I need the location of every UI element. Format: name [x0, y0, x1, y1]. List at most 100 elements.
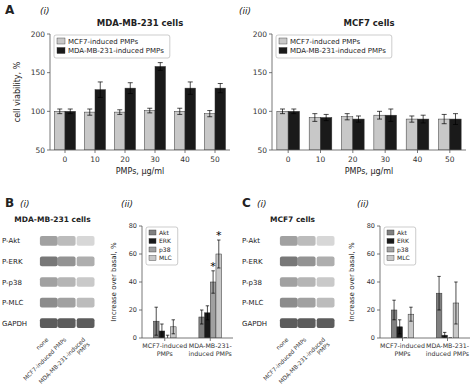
blot-row-label: P-Akt: [2, 237, 20, 245]
x-axis-label: PMPs, µg/ml: [116, 167, 165, 176]
error-bar: [128, 83, 133, 94]
blot-lane-label: MDA-MB-231-inducedPMPs: [38, 336, 91, 389]
error-bar: [437, 276, 440, 310]
bar: [125, 88, 136, 150]
y-tick: [377, 338, 380, 339]
y-tick: [269, 34, 272, 35]
error-bar: [206, 306, 209, 320]
error-bar: [443, 332, 446, 338]
x-tick-label: MDA-MB-231-induced PMPs: [189, 342, 232, 356]
blot-band: [40, 277, 58, 287]
y-tick-label: 100: [31, 107, 46, 116]
x-tick-label-line: induced PMPs: [426, 350, 469, 357]
legend-swatch: [57, 48, 65, 54]
legend-label: ERK: [397, 237, 410, 244]
blot-row-label: P-MLC: [2, 299, 24, 307]
blot-band: [40, 318, 58, 328]
panel-label: (ii): [357, 199, 369, 209]
legend-swatch: [57, 38, 65, 44]
bar-panel: 50100150200MCF7 cells01020304050PMPs, µg…: [253, 18, 466, 176]
legend-swatch: [149, 256, 156, 261]
y-tick-label: 200: [31, 30, 46, 39]
error-bar: [211, 271, 214, 293]
bar: [288, 111, 299, 150]
chart-title: MDA-MB-231 cells: [97, 18, 183, 28]
x-tick-label-line: 50: [210, 155, 220, 164]
blot-band: [280, 298, 298, 308]
y-tick: [47, 111, 50, 112]
y-axis-label: cell viability, %: [13, 61, 22, 122]
x-tick-label-line: MDA-MB-231-: [189, 342, 232, 349]
x-tick: [95, 150, 96, 153]
x-tick: [155, 150, 156, 153]
y-tick: [269, 111, 272, 112]
error-bar: [280, 109, 285, 114]
blot-band: [317, 277, 335, 287]
error-bar: [398, 320, 401, 334]
error-bar: [442, 114, 447, 123]
bar: [95, 90, 106, 150]
error-bar: [57, 109, 62, 114]
y-tick: [47, 34, 50, 35]
y-tick: [377, 310, 380, 311]
y-tick-label: 50: [257, 146, 267, 155]
y-tick: [377, 226, 380, 227]
legend-frame: [384, 227, 416, 265]
legend-swatch: [387, 239, 394, 244]
x-tick-label-line: MCF7-induced: [142, 342, 187, 349]
error-bar: [158, 63, 163, 71]
blot-lane-label: MDA-MB-231-inducedPMPs: [278, 336, 331, 389]
bar: [374, 115, 385, 150]
blot-lane-label-line: MDA-MB-231-induced: [278, 336, 327, 385]
x-tick-label: 20: [348, 155, 358, 164]
y-tick-label: 20: [367, 306, 375, 314]
legend-swatch: [149, 230, 156, 235]
blot-band: [77, 298, 95, 308]
error-bar: [356, 116, 361, 122]
x-tick-label: 0: [63, 155, 68, 164]
error-bar: [291, 109, 296, 114]
y-tick-label: 50: [35, 146, 45, 155]
x-tick: [288, 150, 289, 153]
x-tick: [185, 150, 186, 153]
error-bar: [172, 320, 175, 334]
legend-label: p38: [159, 246, 171, 254]
blot-row-label: GAPDH: [2, 320, 27, 328]
legend-swatch: [149, 247, 156, 252]
x-tick-label: 10: [90, 155, 100, 164]
blot-lane-label-line: MDA-MB-231-induced: [38, 336, 87, 385]
blot-band: [58, 318, 76, 328]
error-bar: [454, 282, 457, 324]
x-tick-label-line: 10: [90, 155, 100, 164]
bar: [215, 88, 226, 150]
blot-lane-label: none: [35, 336, 50, 351]
x-tick-label-line: 40: [180, 155, 190, 164]
legend: AktERKp38MLC: [384, 227, 416, 265]
x-tick-label: 50: [445, 155, 455, 164]
y-axis: [50, 34, 51, 150]
error-bar: [68, 109, 73, 114]
blot-row-label: P-MLC: [242, 299, 264, 307]
legend-label: MDA-MB-231-induced PMPs: [290, 47, 386, 55]
x-tick-label-line: MCF7-induced: [380, 342, 425, 349]
bar-panel: 50100150200cell viability, %MDA-MB-231 c…: [13, 18, 230, 176]
blot-panel: MDA-MB-231 cellsP-AktP-ERKP-p38P-MLCGAPD…: [2, 215, 95, 390]
legend-swatch: [387, 230, 394, 235]
bar: [277, 111, 288, 150]
legend: AktERKp38MLC: [146, 227, 178, 265]
legend-frame: [54, 35, 170, 58]
legend-swatch: [387, 256, 394, 261]
error-bar: [377, 111, 382, 119]
blot-band: [77, 318, 95, 328]
x-tick-label: 20: [120, 155, 130, 164]
y-tick: [139, 338, 142, 339]
legend-label: Akt: [397, 229, 408, 236]
error-bar: [98, 82, 103, 97]
blot-band: [317, 257, 335, 267]
error-bar: [345, 114, 350, 120]
x-tick-label-line: induced PMPs: [189, 350, 232, 357]
error-bar: [453, 114, 458, 125]
legend-label: MLC: [397, 254, 410, 261]
x-tick: [417, 150, 418, 153]
y-tick-label: 40: [129, 278, 137, 286]
